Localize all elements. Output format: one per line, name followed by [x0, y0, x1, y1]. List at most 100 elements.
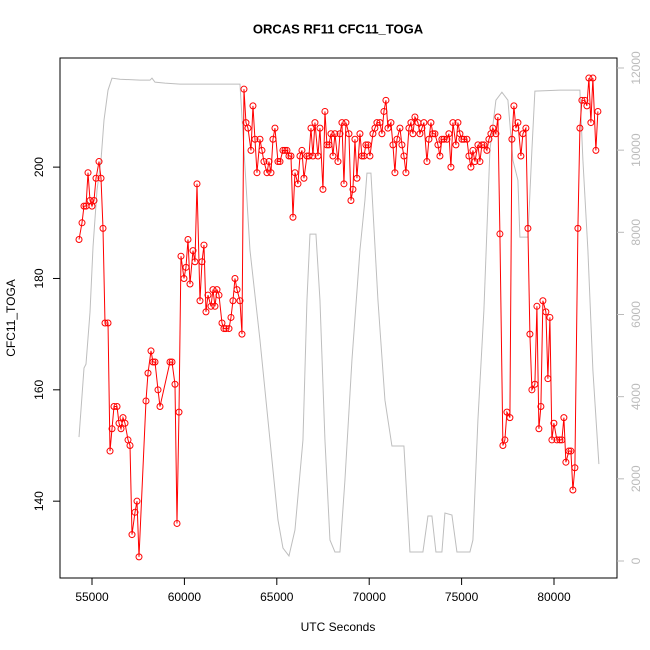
point — [92, 174, 100, 182]
chart-title: ORCAS RF11 CFC11_TOGA — [253, 21, 424, 36]
y2-tick-label: 10000 — [629, 133, 643, 167]
series-line — [78, 78, 599, 557]
point — [90, 197, 98, 205]
point — [209, 286, 217, 294]
point — [567, 447, 575, 455]
point — [156, 403, 164, 411]
point — [583, 102, 591, 110]
point — [471, 158, 479, 166]
point — [340, 180, 348, 188]
point — [592, 146, 600, 154]
point — [469, 146, 477, 154]
point — [436, 152, 444, 160]
point — [260, 158, 268, 166]
point — [411, 113, 419, 121]
point — [387, 119, 395, 127]
point — [289, 213, 297, 221]
point — [362, 141, 370, 149]
point — [366, 152, 374, 160]
point — [99, 224, 107, 232]
point — [168, 358, 176, 366]
point — [382, 96, 390, 104]
point — [110, 403, 118, 411]
point — [476, 158, 484, 166]
point — [193, 180, 201, 188]
point — [314, 152, 322, 160]
point — [587, 119, 595, 127]
point — [182, 263, 190, 271]
point — [104, 319, 112, 327]
point — [238, 330, 246, 338]
point — [489, 124, 497, 132]
point — [231, 274, 239, 282]
point — [267, 169, 275, 177]
point — [144, 369, 152, 377]
x-tick-label: 55000 — [75, 590, 109, 604]
point — [131, 508, 139, 516]
point — [562, 458, 570, 466]
point — [186, 280, 194, 288]
point — [535, 425, 543, 433]
x-tick-label: 65000 — [260, 590, 294, 604]
point — [454, 119, 462, 127]
point — [166, 358, 174, 366]
point — [438, 135, 446, 143]
point — [467, 163, 475, 171]
y-tick-label: 140 — [32, 491, 46, 511]
plot-box — [59, 57, 618, 579]
y2-tick-label: 0 — [629, 557, 643, 564]
point — [106, 447, 114, 455]
point — [202, 308, 210, 316]
point — [460, 135, 468, 143]
point — [356, 130, 364, 138]
point — [423, 158, 431, 166]
point — [342, 119, 350, 127]
point — [519, 130, 527, 138]
point — [384, 124, 392, 132]
point — [78, 219, 86, 227]
point — [425, 135, 433, 143]
point — [528, 386, 536, 394]
point — [542, 308, 550, 316]
point — [445, 130, 453, 138]
point — [594, 107, 602, 115]
x-tick-label: 70000 — [353, 590, 387, 604]
point — [321, 107, 329, 115]
point — [420, 119, 428, 127]
point — [402, 169, 410, 177]
point — [373, 119, 381, 127]
point — [222, 325, 230, 333]
point — [492, 130, 500, 138]
point — [334, 158, 342, 166]
point — [128, 531, 136, 539]
point — [229, 297, 237, 305]
point — [319, 185, 327, 193]
point — [544, 375, 552, 383]
x-axis-label: UTC Seconds — [301, 620, 376, 634]
point — [539, 297, 547, 305]
point — [147, 347, 155, 355]
point — [400, 152, 408, 160]
point — [200, 241, 208, 249]
point — [522, 124, 530, 132]
point — [565, 447, 573, 455]
point — [336, 130, 344, 138]
point — [113, 403, 121, 411]
point — [171, 380, 179, 388]
point — [309, 152, 317, 160]
point — [550, 419, 558, 427]
point — [300, 174, 308, 182]
point — [323, 141, 331, 149]
point — [75, 235, 83, 243]
point — [503, 408, 511, 416]
point — [225, 325, 233, 333]
point — [149, 358, 157, 366]
point — [338, 119, 346, 127]
point — [265, 158, 273, 166]
point — [576, 124, 584, 132]
y-tick-label: 200 — [32, 157, 46, 177]
point — [407, 119, 415, 127]
point — [271, 124, 279, 132]
point — [353, 174, 361, 182]
point — [269, 135, 277, 143]
